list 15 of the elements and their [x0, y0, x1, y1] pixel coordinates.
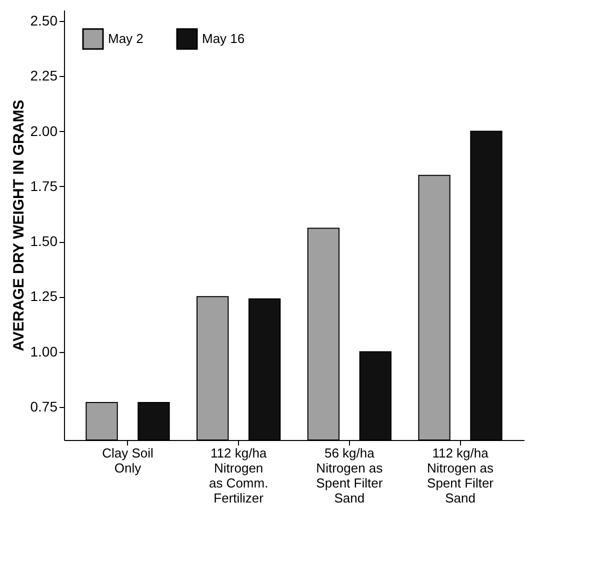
- y-tick-label: 0.75: [30, 398, 58, 414]
- y-tick-label: 1.25: [30, 288, 58, 304]
- x-tick-label: 56 kg/ha Nitrogen as Spent Filter Sand: [316, 446, 384, 506]
- y-tick-label: 2.00: [30, 122, 58, 139]
- legend-label: May 2: [108, 31, 144, 46]
- y-axis-title: AVERAGE DRY WEIGHT IN GRAMS: [10, 100, 28, 352]
- y-tick-label: 2.25: [30, 68, 58, 84]
- legend-label: May 16: [202, 31, 245, 46]
- x-tick-label: 112 kg/ha Nitrogen as Spent Filter Sand: [427, 446, 494, 506]
- x-tick-label: 112 kg/ha Nitrogen as Comm. Fertilizer: [208, 446, 268, 506]
- y-tick-label: 1.00: [30, 343, 58, 360]
- y-tick-label: 2.50: [30, 12, 58, 29]
- y-tick-label: 1.75: [30, 178, 58, 194]
- y-tick-label: 1.50: [30, 233, 58, 250]
- x-tick-label: Clay Soil Only: [102, 446, 154, 476]
